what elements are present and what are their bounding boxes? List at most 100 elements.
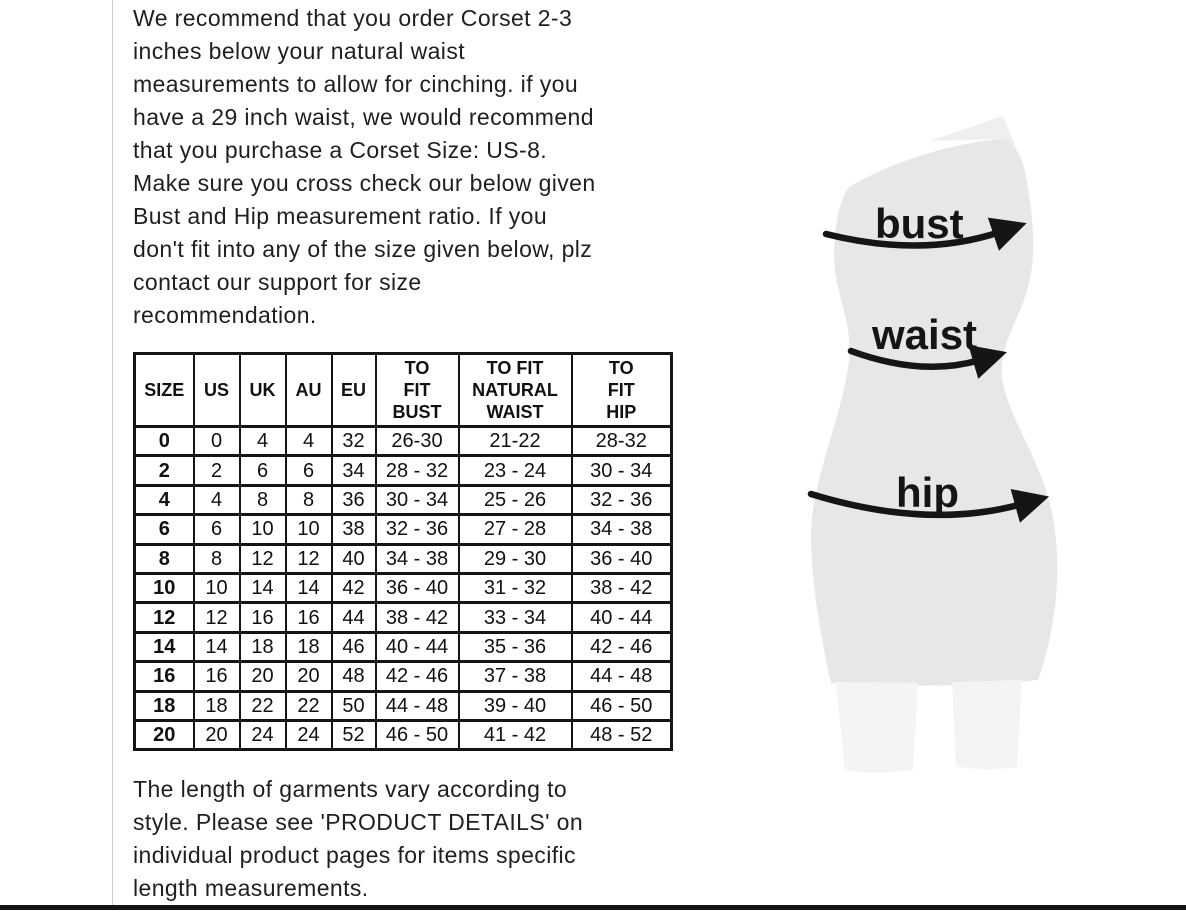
table-cell: 10 — [284, 513, 333, 546]
table-cell: 21-22 — [457, 424, 573, 458]
table-cell: 12 — [192, 601, 241, 634]
table-cell: 48 - 52 — [570, 718, 673, 752]
table-cell: 34 — [330, 454, 377, 487]
table-cell: 31 - 32 — [457, 571, 573, 605]
table-cell: 42 - 46 — [374, 660, 460, 693]
left-leg — [836, 682, 918, 773]
table-cell: 37 - 38 — [457, 660, 573, 693]
size-cell: 6 — [133, 513, 195, 546]
size-cell: 8 — [133, 542, 195, 575]
hip-arrow — [807, 488, 1050, 523]
table-cell: 32 - 36 — [374, 513, 460, 546]
size-cell: 16 — [133, 660, 195, 693]
table-cell: 18 — [192, 689, 241, 722]
table-cell: 39 - 40 — [457, 689, 573, 722]
table-cell: 40 — [330, 542, 377, 575]
table-cell: 25 - 26 — [457, 483, 573, 517]
table-cell: 8 — [284, 483, 333, 517]
table-cell: 34 - 38 — [374, 542, 460, 575]
table-cell: 16 — [192, 660, 241, 693]
table-cell: 36 — [330, 483, 377, 517]
table-cell: 28-32 — [570, 424, 673, 458]
table-cell: 2 — [192, 454, 241, 487]
size-cell: 0 — [133, 424, 195, 458]
table-cell: 12 — [238, 542, 287, 575]
column-header: EU — [330, 352, 377, 428]
length-note-paragraph: The length of garments vary according to… — [133, 776, 584, 901]
waist-label: waist — [871, 311, 977, 358]
size-row: 14 14 18 18 46 40 - 44 35 - 36 42 - 46 — [133, 630, 673, 664]
table-cell: 46 - 50 — [374, 718, 460, 752]
table-cell: 44 - 48 — [570, 660, 673, 693]
table-cell: 16 — [238, 601, 287, 634]
table-cell: 52 — [330, 718, 377, 752]
column-header: TO FIT NATURAL WAIST — [457, 352, 573, 428]
table-cell: 42 — [330, 571, 377, 605]
column-header: SIZE — [133, 352, 195, 428]
column-header: UK — [238, 352, 287, 428]
table-cell: 0 — [192, 424, 241, 458]
table-cell: 18 — [284, 630, 333, 664]
torso-silhouette — [811, 139, 1058, 686]
size-cell: 14 — [133, 630, 195, 664]
size-row: 0 0 4 4 32 26-30 21-22 28-32 — [133, 424, 673, 458]
hip-label: hip — [896, 469, 959, 516]
size-cell: 18 — [133, 689, 195, 722]
size-row: 18 18 22 22 50 44 - 48 39 - 40 46 - 50 — [133, 689, 673, 722]
table-cell: 30 - 34 — [570, 454, 673, 487]
size-cell: 20 — [133, 718, 195, 752]
size-row: 16 16 20 20 48 42 - 46 37 - 38 44 - 48 — [133, 660, 673, 693]
size-row: 4 4 8 8 36 30 - 34 25 - 26 32 - 36 — [133, 483, 673, 517]
column-header: AU — [284, 352, 333, 428]
table-cell: 38 — [330, 513, 377, 546]
table-cell: 48 — [330, 660, 377, 693]
table-cell: 20 — [284, 660, 333, 693]
size-cell: 12 — [133, 601, 195, 634]
table-cell: 6 — [238, 454, 287, 487]
table-cell: 4 — [192, 483, 241, 517]
table-cell: 36 - 40 — [374, 571, 460, 605]
size-row: 20 20 24 24 52 46 - 50 41 - 42 48 - 52 — [133, 718, 673, 752]
table-cell: 30 - 34 — [374, 483, 460, 517]
table-cell: 22 — [238, 689, 287, 722]
table-cell: 44 - 48 — [374, 689, 460, 722]
table-cell: 8 — [192, 542, 241, 575]
table-cell: 40 - 44 — [374, 630, 460, 664]
table-cell: 20 — [192, 718, 241, 752]
column-header: TO FIT HIP — [570, 352, 673, 428]
bust-label: bust — [875, 200, 964, 247]
size-cell: 2 — [133, 454, 195, 487]
bottom-border-line — [0, 905, 1186, 910]
table-cell: 12 — [284, 542, 333, 575]
table-cell: 50 — [330, 689, 377, 722]
table-cell: 8 — [238, 483, 287, 517]
size-chart-table: SIZE US UK AU EU TO FIT BUST TO FIT NATURAL WA… — [133, 352, 673, 752]
size-row: 12 12 16 16 44 38 - 42 33 - 34 40 - 44 — [133, 601, 673, 634]
size-cell: 10 — [133, 571, 195, 605]
table-cell: 24 — [284, 718, 333, 752]
table-cell: 34 - 38 — [570, 513, 673, 546]
table-cell: 4 — [238, 424, 287, 458]
table-cell: 38 - 42 — [570, 571, 673, 605]
table-cell: 14 — [192, 630, 241, 664]
size-row: 8 8 12 12 40 34 - 38 29 - 30 36 - 40 — [133, 542, 673, 575]
table-cell: 35 - 36 — [457, 630, 573, 664]
table-cell: 42 - 46 — [570, 630, 673, 664]
right-leg — [952, 680, 1022, 770]
table-cell: 33 - 34 — [457, 601, 573, 634]
torso-top-edge-highlight — [930, 116, 1025, 170]
table-cell: 41 - 42 — [457, 718, 573, 752]
size-cell: 4 — [133, 483, 195, 517]
waist-arrow — [847, 345, 1007, 379]
table-cell: 46 - 50 — [570, 689, 673, 722]
table-cell: 44 — [330, 601, 377, 634]
table-cell: 32 - 36 — [570, 483, 673, 517]
table-header-row: SIZE US UK AU EU TO FIT BUST TO FIT NATURAL WA… — [133, 352, 673, 428]
table-cell: 14 — [238, 571, 287, 605]
table-cell: 46 — [330, 630, 377, 664]
size-row: 2 2 6 6 34 28 - 32 23 - 24 30 - 34 — [133, 454, 673, 487]
table-cell: 27 - 28 — [457, 513, 573, 546]
size-row: 6 6 10 10 38 32 - 36 27 - 28 34 - 38 — [133, 513, 673, 546]
table-cell: 36 - 40 — [570, 542, 673, 575]
